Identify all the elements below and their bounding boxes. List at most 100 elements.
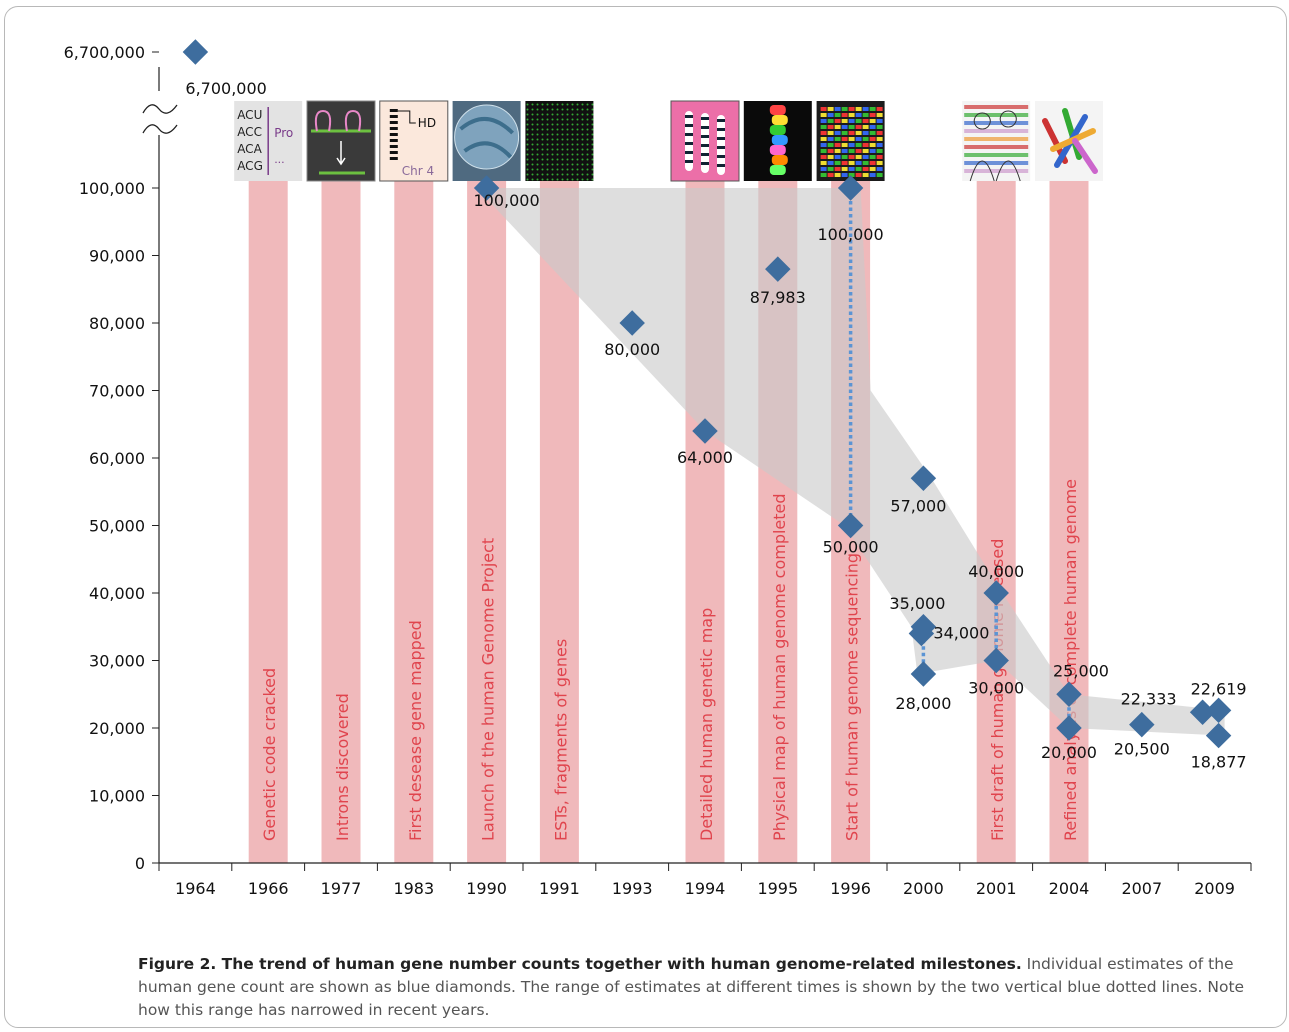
- chromosome-band: [389, 133, 398, 136]
- sequence-band: [876, 137, 883, 141]
- dots-text: ...: [274, 153, 285, 166]
- sequencing-gel-thumbnail: [816, 101, 885, 181]
- sequence-band: [876, 149, 883, 153]
- codon-text: ACU: [237, 108, 262, 122]
- data-label-100000: 100,000: [818, 225, 884, 244]
- chromosome-band: [389, 157, 398, 160]
- figure-frame: Genetic code cracked Introns discovered Fi…: [4, 6, 1287, 1028]
- y-tick-label: 0: [135, 854, 145, 873]
- milestone-label-1983: First desease gene mapped: [406, 620, 425, 841]
- x-tick-label: 1994: [685, 879, 726, 898]
- sequence-band: [855, 173, 862, 177]
- sequence-band: [827, 155, 834, 159]
- sequence-band: [855, 155, 862, 159]
- chromosome-segment: [771, 115, 788, 125]
- intron-splicing-thumbnail: [306, 100, 376, 182]
- sequence-band: [862, 125, 869, 129]
- sequence-band: [869, 149, 876, 153]
- sequence-row: [964, 121, 1029, 125]
- sequence-band: [820, 137, 827, 141]
- sequence-band: [855, 161, 862, 165]
- chromosome-segment: [769, 105, 786, 115]
- codon-table-thumbnail: ACU ACC ACA ACG Pro...: [234, 101, 303, 181]
- y-tick-label: 70,000: [89, 382, 145, 401]
- data-point-2000-57000: [910, 465, 937, 491]
- sequence-band: [834, 125, 841, 129]
- sequence-band: [841, 119, 848, 123]
- sequence-band: [876, 107, 883, 111]
- sequence-band: [834, 137, 841, 141]
- chromosome-band: [389, 139, 398, 142]
- sequence-band: [848, 113, 855, 117]
- sequence-band: [855, 137, 862, 141]
- chromosome-segment: [769, 125, 786, 135]
- sequence-band: [862, 161, 869, 165]
- sequence-row: [964, 105, 1029, 109]
- data-point-1990-100000: [473, 175, 500, 201]
- hd-pointer: [397, 110, 416, 124]
- chromosome-band: [685, 133, 693, 136]
- sequence-band: [820, 113, 827, 117]
- chromosome-band: [701, 162, 709, 165]
- chromosome-band: [717, 146, 725, 149]
- data-point-2000-34000: [908, 620, 935, 647]
- data-label-20500: 20,500: [1114, 740, 1170, 759]
- sequence-band: [820, 161, 827, 165]
- x-tick-label: 2004: [1049, 879, 1090, 898]
- milestone-bar-1983: [394, 181, 434, 863]
- y-tick-label: 10,000: [89, 787, 145, 806]
- data-point-2001-40000: [983, 580, 1009, 606]
- sequence-band: [855, 167, 862, 171]
- sequence-band: [827, 167, 834, 171]
- sequence-row: [964, 129, 1029, 133]
- sequence-band: [841, 137, 848, 141]
- sequence-band: [876, 125, 883, 129]
- colored-chromosomes-thumbnail: [1035, 101, 1103, 181]
- data-label-34000: 34,000: [933, 624, 989, 643]
- data-label-40000: 40,000: [968, 562, 1024, 581]
- sequence-band: [848, 131, 855, 135]
- chromosome-band: [717, 128, 725, 131]
- sequence-band: [848, 173, 855, 177]
- sequence-band: [876, 119, 883, 123]
- sequence-band: [869, 113, 876, 117]
- x-tick-label: 2007: [1121, 879, 1162, 898]
- x-tick-label: 1996: [830, 879, 871, 898]
- chromosome-band: [389, 121, 398, 124]
- data-point-1996-50000: [837, 512, 864, 539]
- milestone-bar-1990: [467, 181, 507, 863]
- sequence-band: [827, 143, 834, 147]
- sequence-band: [834, 155, 841, 159]
- sequence-band: [869, 143, 876, 147]
- milestone-bar-2001: [976, 181, 1016, 863]
- milestone-label-1996: Start of human genome sequencing: [843, 553, 862, 841]
- codon-text: ACC: [237, 125, 262, 139]
- data-label-25000: 25,000: [1053, 661, 1109, 680]
- y-tick-label: 90,000: [89, 247, 145, 266]
- x-tick-label: 1990: [466, 879, 507, 898]
- y-tick-label: 100,000: [79, 179, 145, 198]
- chromosome-band: [685, 115, 693, 118]
- sequence-row: [964, 137, 1029, 141]
- sequence-band: [848, 167, 855, 171]
- sequence-band: [855, 119, 862, 123]
- sequence-band: [834, 131, 841, 135]
- sequence-band: [834, 173, 841, 177]
- chr4-text: Chr 4: [402, 164, 434, 178]
- y-tick-label: 6,700,000: [64, 43, 145, 62]
- microarray-grid: [525, 101, 594, 181]
- sequence-band: [876, 155, 883, 159]
- sequence-band: [827, 119, 834, 123]
- sequence-row: [964, 169, 1029, 173]
- sequence-band: [855, 131, 862, 135]
- dna-strand: [459, 116, 515, 159]
- sequence-band: [869, 119, 876, 123]
- sequence-band: [834, 143, 841, 147]
- gene-count-chart: Genetic code cracked Introns discovered Fi…: [64, 39, 1252, 898]
- sequence-band: [841, 149, 848, 153]
- sequence-band: [862, 137, 869, 141]
- chromosome-band: [717, 137, 725, 140]
- chromosome-band: [701, 117, 709, 120]
- sequence-band: [855, 149, 862, 153]
- data-label-100000: 100,000: [474, 191, 540, 210]
